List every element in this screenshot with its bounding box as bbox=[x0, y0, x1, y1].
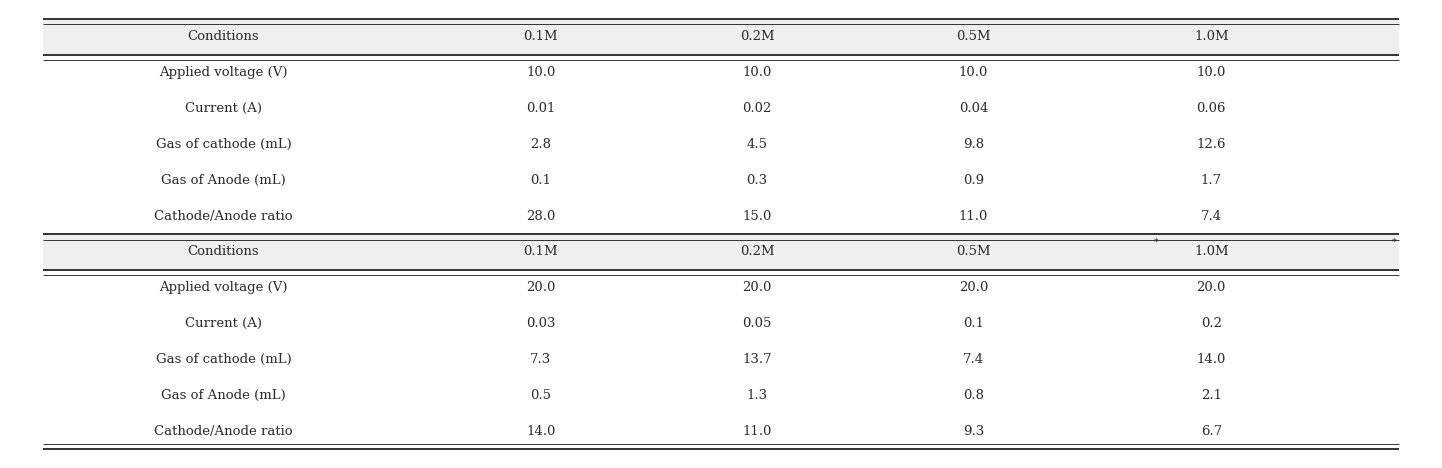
Text: 0.2M: 0.2M bbox=[740, 30, 774, 43]
Text: *: * bbox=[1154, 237, 1159, 246]
Text: 0.04: 0.04 bbox=[959, 102, 988, 115]
Text: 0.05: 0.05 bbox=[743, 317, 771, 330]
Text: 20.0: 20.0 bbox=[743, 281, 771, 294]
Text: 13.7: 13.7 bbox=[743, 353, 771, 366]
Text: 0.5M: 0.5M bbox=[956, 245, 991, 258]
Text: 0.03: 0.03 bbox=[526, 317, 555, 330]
Text: 1.3: 1.3 bbox=[747, 389, 767, 402]
Text: 6.7: 6.7 bbox=[1201, 425, 1221, 438]
Bar bbox=[43, 19, 1399, 55]
Text: 10.0: 10.0 bbox=[526, 66, 555, 79]
Text: 2.1: 2.1 bbox=[1201, 389, 1221, 402]
Text: 0.1M: 0.1M bbox=[523, 245, 558, 258]
Text: 0.06: 0.06 bbox=[1197, 102, 1226, 115]
Text: 1.0M: 1.0M bbox=[1194, 30, 1229, 43]
Text: Applied voltage (V): Applied voltage (V) bbox=[159, 66, 288, 79]
Text: 0.5M: 0.5M bbox=[956, 30, 991, 43]
Text: 11.0: 11.0 bbox=[743, 425, 771, 438]
Text: 0.5: 0.5 bbox=[531, 389, 551, 402]
Text: 0.1: 0.1 bbox=[963, 317, 983, 330]
Text: 1.7: 1.7 bbox=[1201, 174, 1221, 187]
Text: Cathode/Anode ratio: Cathode/Anode ratio bbox=[154, 210, 293, 223]
Text: 11.0: 11.0 bbox=[959, 210, 988, 223]
Text: 0.3: 0.3 bbox=[747, 174, 767, 187]
Text: 7.3: 7.3 bbox=[531, 353, 551, 366]
Text: 20.0: 20.0 bbox=[1197, 281, 1226, 294]
Text: 9.3: 9.3 bbox=[963, 425, 983, 438]
Text: *: * bbox=[1392, 237, 1397, 246]
Text: Current (A): Current (A) bbox=[185, 317, 262, 330]
Text: 0.01: 0.01 bbox=[526, 102, 555, 115]
Text: 12.6: 12.6 bbox=[1197, 138, 1226, 151]
Text: 0.2M: 0.2M bbox=[740, 245, 774, 258]
Bar bbox=[43, 234, 1399, 270]
Text: 1.0M: 1.0M bbox=[1194, 245, 1229, 258]
Text: 20.0: 20.0 bbox=[526, 281, 555, 294]
Text: 28.0: 28.0 bbox=[526, 210, 555, 223]
Text: Gas of Anode (mL): Gas of Anode (mL) bbox=[162, 389, 286, 402]
Text: 0.9: 0.9 bbox=[963, 174, 983, 187]
Text: 0.2: 0.2 bbox=[1201, 317, 1221, 330]
Text: Applied voltage (V): Applied voltage (V) bbox=[159, 281, 288, 294]
Text: 7.4: 7.4 bbox=[963, 353, 983, 366]
Text: Gas of cathode (mL): Gas of cathode (mL) bbox=[156, 138, 291, 151]
Text: Conditions: Conditions bbox=[187, 30, 260, 43]
Text: 0.1: 0.1 bbox=[531, 174, 551, 187]
Text: Gas of cathode (mL): Gas of cathode (mL) bbox=[156, 353, 291, 366]
Text: 9.8: 9.8 bbox=[963, 138, 983, 151]
Text: Cathode/Anode ratio: Cathode/Anode ratio bbox=[154, 425, 293, 438]
Text: 20.0: 20.0 bbox=[959, 281, 988, 294]
Text: 0.8: 0.8 bbox=[963, 389, 983, 402]
Text: 7.4: 7.4 bbox=[1201, 210, 1221, 223]
Text: Current (A): Current (A) bbox=[185, 102, 262, 115]
Text: 0.1M: 0.1M bbox=[523, 30, 558, 43]
Text: 14.0: 14.0 bbox=[1197, 353, 1226, 366]
Text: 2.8: 2.8 bbox=[531, 138, 551, 151]
Text: 10.0: 10.0 bbox=[1197, 66, 1226, 79]
Text: 0.02: 0.02 bbox=[743, 102, 771, 115]
Text: 14.0: 14.0 bbox=[526, 425, 555, 438]
Text: 15.0: 15.0 bbox=[743, 210, 771, 223]
Text: 10.0: 10.0 bbox=[743, 66, 771, 79]
Text: 10.0: 10.0 bbox=[959, 66, 988, 79]
Text: 4.5: 4.5 bbox=[747, 138, 767, 151]
Text: Gas of Anode (mL): Gas of Anode (mL) bbox=[162, 174, 286, 187]
Text: Conditions: Conditions bbox=[187, 245, 260, 258]
